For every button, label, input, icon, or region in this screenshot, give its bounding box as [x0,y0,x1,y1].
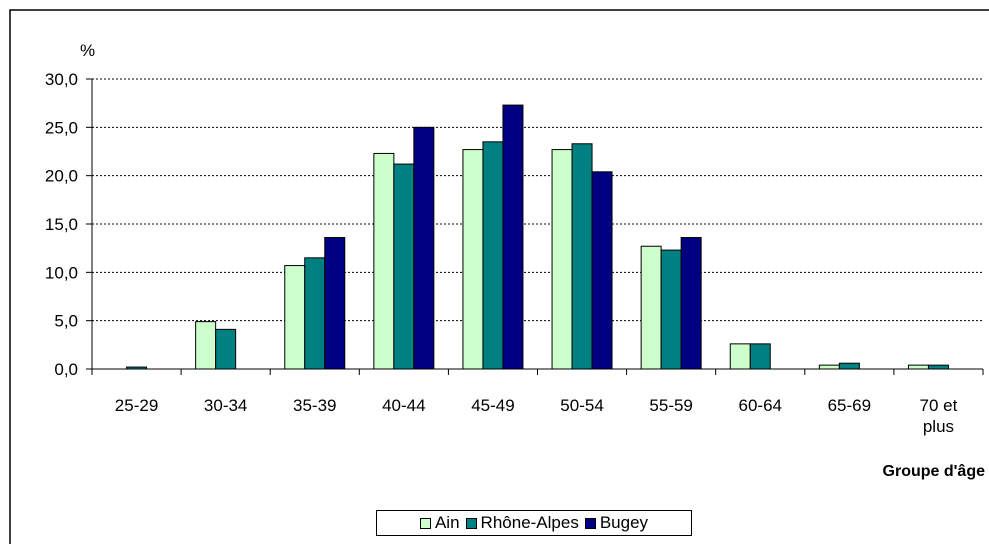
legend-label-rhone-alpes: Rhône-Alpes [480,513,579,532]
bar-ain-40-44 [373,152,395,370]
x-tick-label: 60-64 [739,396,782,415]
grid-lines [92,78,983,322]
bar-rh-ne-alpes-30-34 [215,328,237,370]
x-tick-label: 70 et [920,396,958,415]
legend-swatch-rhone-alpes [465,517,477,529]
bar-ain-35-39 [284,265,306,370]
x-tick-label: 40-44 [382,396,425,415]
y-tick-label: 30,0 [45,70,78,89]
y-tick-label: 25,0 [45,118,78,137]
bar-ain-55-59 [640,245,662,370]
x-tick-label: 35-39 [293,396,336,415]
bar-rh-ne-alpes-60-64 [749,343,771,370]
y-tick-label: 15,0 [45,215,78,234]
bar-rh-ne-alpes-35-39 [304,257,326,370]
bar-ain-45-49 [462,149,484,370]
y-tick-labels: 0,0 5,0 10,0 15,0 20,0 25,0 30,0 [45,70,78,379]
bar-bugey-55-59 [680,237,702,370]
y-tick-label: 0,0 [54,360,78,379]
bar-ain-60-64 [729,343,751,370]
bar-rh-ne-alpes-40-44 [393,163,415,370]
legend-swatch-bugey [584,517,596,529]
x-tick-label: 30-34 [204,396,247,415]
bar-ain-50-54 [551,149,573,370]
y-tick-label: 5,0 [54,312,78,331]
legend-label-ain: Ain [434,513,460,532]
bar-ain-30-34 [195,321,217,370]
x-tick-label: 45-49 [471,396,514,415]
y-tick-label: 10,0 [45,263,78,282]
chart-border [9,9,989,549]
x-axis-title: Groupe d'âge [882,463,985,480]
bar-bugey-45-49 [502,104,524,370]
bar-bugey-50-54 [591,171,613,370]
bar-rh-ne-alpes-55-59 [660,249,682,370]
legend-label-bugey: Bugey [599,513,649,532]
x-tick-label: 65-69 [828,396,871,415]
y-axis-label: % [80,41,96,60]
bar-bugey-35-39 [324,237,346,370]
bar-ain-70-et-plus [907,364,929,370]
bar-bugey-40-44 [413,126,435,370]
legend-item-bugey: Bugey [584,513,649,533]
x-tick-label: 50-54 [560,396,603,415]
bar-rh-ne-alpes-70-et-plus [927,364,949,370]
bars [126,104,949,370]
legend-item-rhone-alpes: Rhône-Alpes [465,513,579,533]
legend-swatch-ain [419,517,431,529]
axes [86,78,984,375]
y-tick-label: 20,0 [45,167,78,186]
bar-rh-ne-alpes-65-69 [838,362,860,370]
legend: Ain Rhône-Alpes Bugey [376,510,692,536]
bar-rh-ne-alpes-45-49 [482,141,504,370]
x-tick-label: plus [923,417,954,436]
legend-item-ain: Ain [419,513,460,533]
x-tick-labels: 25-29 30-34 35-39 40-44 45-49 50-54 55-59 60-64… [115,396,958,436]
bar-ain-65-69 [818,364,840,370]
x-tick-label: 55-59 [649,396,692,415]
x-tick-label: 25-29 [115,396,158,415]
bar-rh-ne-alpes-50-54 [571,143,593,370]
